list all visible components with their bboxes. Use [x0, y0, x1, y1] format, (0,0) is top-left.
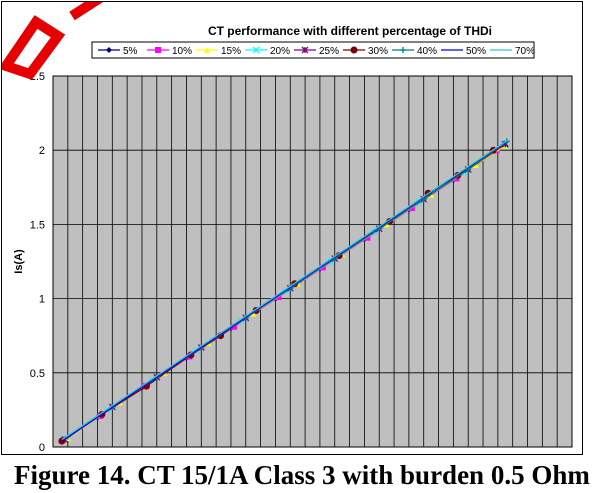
- plot-area: [52, 75, 573, 448]
- data-point: [350, 46, 358, 54]
- series-line: [61, 139, 509, 441]
- legend-label: 20%: [270, 46, 290, 57]
- legend-label: 15%: [221, 46, 241, 57]
- legend-label: 5%: [123, 46, 138, 57]
- data-point: [204, 47, 210, 53]
- legend-label: 30%: [368, 46, 388, 57]
- data-point: [155, 47, 161, 53]
- y-axis-label: Is(A): [13, 249, 25, 274]
- chart-frame: 0510152025303500.511.522.5CT performance…: [1, 1, 583, 455]
- legend-label: 10%: [172, 46, 192, 57]
- data-point: [252, 46, 260, 54]
- legend-label: 50%: [466, 46, 486, 57]
- y-tick-label: 0.5: [30, 368, 45, 380]
- legend-label: 25%: [319, 46, 339, 57]
- legend-label: 40%: [417, 46, 437, 57]
- y-tick-label: 0: [39, 442, 45, 454]
- chart-title: CT performance with different percentage…: [208, 24, 492, 38]
- legend-label: 70%: [515, 46, 535, 57]
- data-point: [106, 47, 112, 53]
- stamp-mark: [2, 2, 103, 80]
- data-point: [400, 47, 406, 53]
- y-tick-label: 1.5: [30, 219, 45, 231]
- data-point: [301, 46, 309, 54]
- figure-caption: Figure 14. CT 15/1A Class 3 with burden …: [14, 460, 590, 490]
- y-tick-label: 1: [39, 294, 45, 306]
- chart-svg: 0510152025303500.511.522.5CT performance…: [2, 2, 573, 454]
- y-tick-label: 2: [39, 145, 45, 157]
